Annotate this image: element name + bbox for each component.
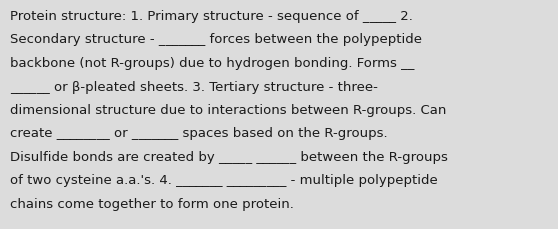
Text: of two cysteine a.a.'s. 4. _______ _________ - multiple polypeptide: of two cysteine a.a.'s. 4. _______ _____… (10, 174, 437, 187)
Text: create ________ or _______ spaces based on the R-groups.: create ________ or _______ spaces based … (10, 127, 388, 140)
Text: Protein structure: 1. Primary structure - sequence of _____ 2.: Protein structure: 1. Primary structure … (10, 10, 413, 23)
Text: Secondary structure - _______ forces between the polypeptide: Secondary structure - _______ forces bet… (10, 33, 422, 46)
Text: Disulfide bonds are created by _____ ______ between the R-groups: Disulfide bonds are created by _____ ___… (10, 150, 448, 163)
Text: backbone (not R-groups) due to hydrogen bonding. Forms __: backbone (not R-groups) due to hydrogen … (10, 57, 415, 70)
Text: chains come together to form one protein.: chains come together to form one protein… (10, 197, 294, 210)
Text: ______ or β-pleated sheets. 3. Tertiary structure - three-: ______ or β-pleated sheets. 3. Tertiary … (10, 80, 378, 93)
Text: dimensional structure due to interactions between R-groups. Can: dimensional structure due to interaction… (10, 104, 446, 117)
